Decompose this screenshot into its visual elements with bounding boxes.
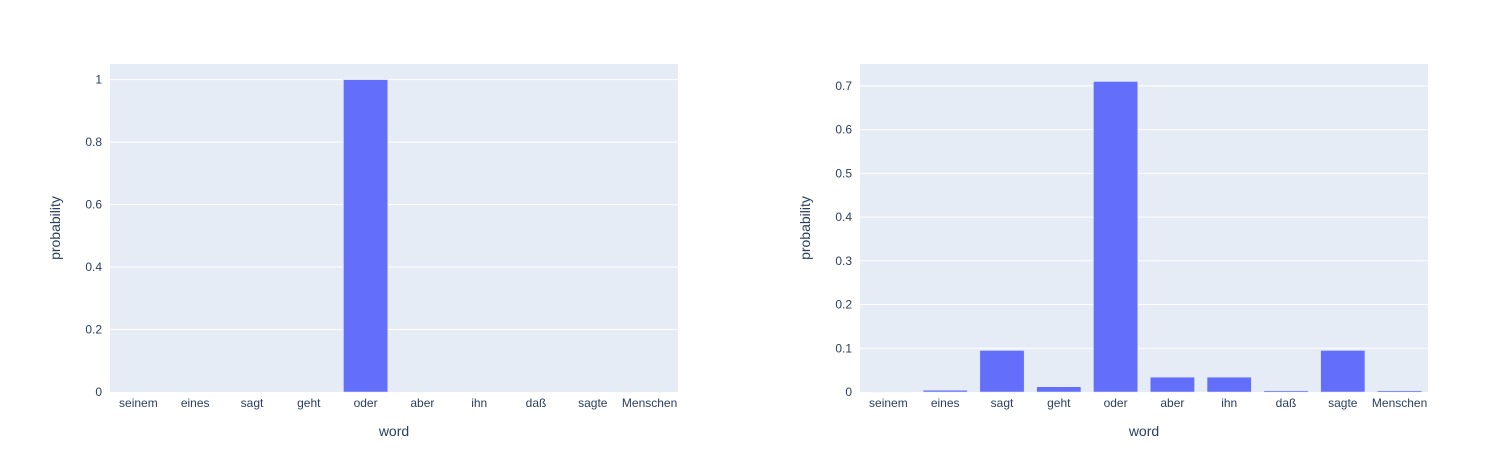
bar	[1263, 390, 1309, 393]
x-tick-label: oder	[1104, 396, 1128, 410]
bars	[865, 81, 1423, 393]
x-tick-label: Menschen	[622, 396, 677, 410]
y-tick-labels: 0 0.2 0.4 0.6 0.8 1	[85, 73, 102, 399]
plot-area	[860, 64, 1428, 392]
y-tick-labels: 0 0.1 0.2 0.3 0.4 0.5 0.6 0.7	[835, 79, 852, 399]
y-tick-label: 0.7	[835, 79, 852, 93]
x-tick-label: sagt	[241, 396, 264, 410]
y-tick-label: 1	[95, 73, 102, 87]
x-tick-label: aber	[1160, 396, 1184, 410]
x-tick-label: sagte	[1328, 396, 1358, 410]
x-tick-label: geht	[1047, 396, 1071, 410]
x-tick-label: sagte	[578, 396, 608, 410]
x-axis-title: word	[378, 423, 409, 439]
plot-area	[110, 64, 678, 392]
bar	[1036, 386, 1082, 393]
y-axis-title: probability	[797, 196, 813, 260]
x-tick-label: oder	[354, 396, 378, 410]
x-tick-labels: seinem eines sagt geht oder aber ihn daß sagte Me…	[119, 396, 677, 410]
chart-right-svg: 0 0.1 0.2 0.3 0.4 0.5 0.6 0.7 seinem eines sagt ge…	[797, 64, 1428, 439]
gridlines	[110, 79, 678, 331]
x-tick-label: seinem	[869, 396, 908, 410]
y-tick-label: 0.2	[85, 323, 102, 337]
x-tick-label: Menschen	[1372, 396, 1427, 410]
x-tick-label: daß	[526, 396, 547, 410]
x-tick-label: sagt	[991, 396, 1014, 410]
y-tick-label: 0	[845, 385, 852, 399]
x-tick-label: eines	[931, 396, 960, 410]
x-tick-label: geht	[297, 396, 321, 410]
x-tick-label: aber	[410, 396, 434, 410]
chart-left-svg: 0 0.2 0.4 0.6 0.8 1 seinem eines sagt geht oder ab…	[47, 64, 678, 439]
y-tick-label: 0.6	[835, 123, 852, 137]
y-tick-label: 0.3	[835, 254, 852, 268]
y-tick-label: 0.5	[835, 166, 852, 180]
y-tick-label: 0.1	[835, 341, 852, 355]
bar	[922, 390, 968, 393]
chart-right: 0 0.1 0.2 0.3 0.4 0.5 0.6 0.7 seinem eines sagt ge…	[750, 0, 1500, 475]
x-tick-label: seinem	[119, 396, 158, 410]
x-tick-labels: seinem eines sagt geht oder aber ihn daß sagte Me…	[869, 396, 1427, 410]
y-axis-title: probability	[47, 196, 63, 260]
bar	[1149, 376, 1195, 393]
bars	[343, 79, 389, 393]
x-tick-label: ihn	[1221, 396, 1237, 410]
y-tick-label: 0.6	[85, 198, 102, 212]
x-tick-label: eines	[181, 396, 210, 410]
bar	[979, 350, 1025, 393]
bar	[343, 79, 389, 393]
y-tick-label: 0.2	[835, 298, 852, 312]
bar	[1093, 81, 1139, 393]
y-tick-label: 0.4	[85, 260, 102, 274]
bar	[1206, 376, 1252, 393]
x-tick-label: daß	[1276, 396, 1297, 410]
bar	[1377, 390, 1423, 393]
bar	[1320, 350, 1366, 393]
x-tick-label: ihn	[471, 396, 487, 410]
y-tick-label: 0.8	[85, 135, 102, 149]
x-axis-title: word	[1128, 423, 1159, 439]
chart-left: 0 0.2 0.4 0.6 0.8 1 seinem eines sagt geht oder ab…	[47, 64, 678, 439]
y-tick-label: 0	[95, 385, 102, 399]
gridlines	[860, 85, 1428, 349]
y-tick-label: 0.4	[835, 210, 852, 224]
